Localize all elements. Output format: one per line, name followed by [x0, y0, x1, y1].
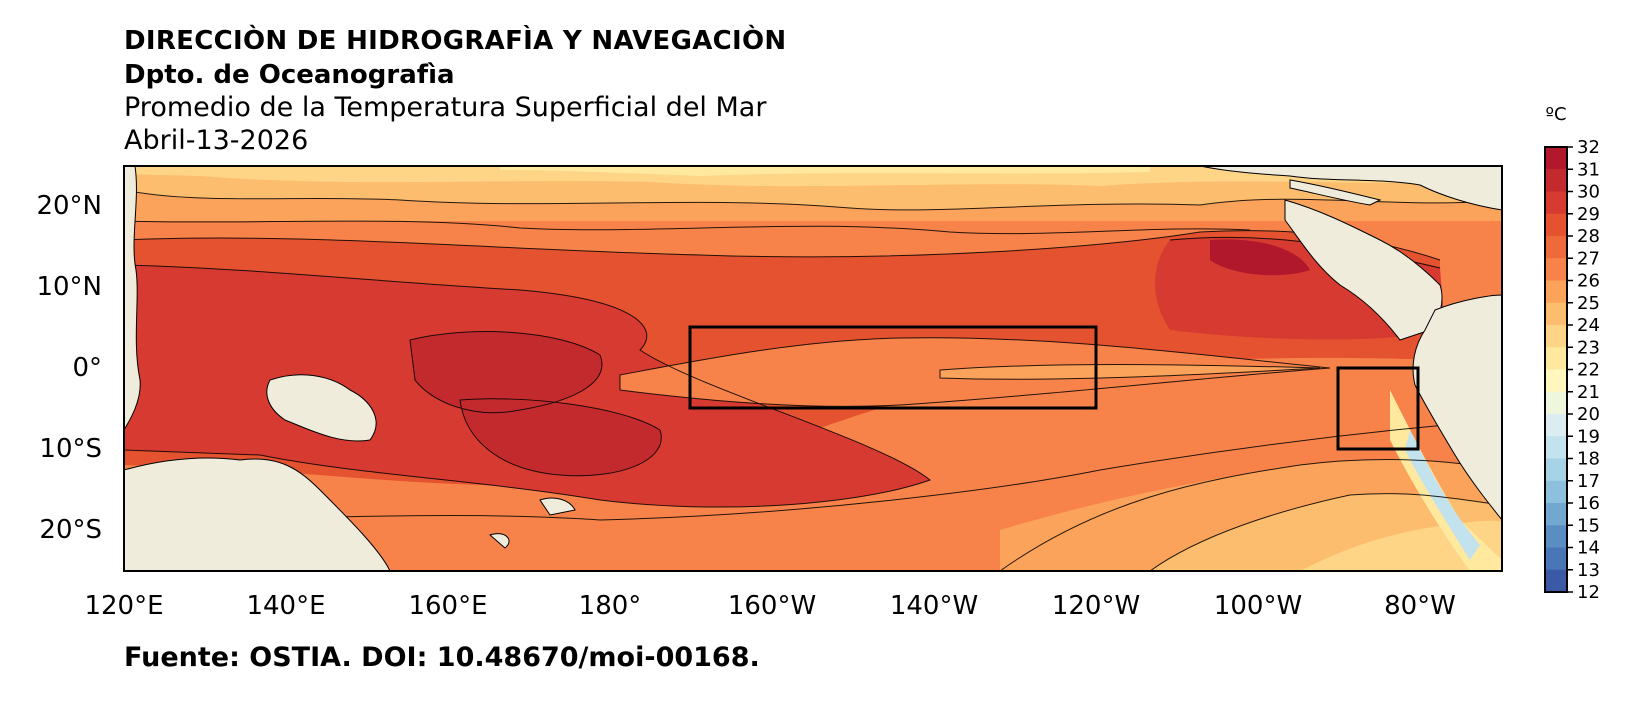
lon-label: 120°E — [84, 591, 163, 621]
title-date: Abril-13-2026 — [124, 125, 309, 156]
colorbar-tick-label: 14 — [1577, 538, 1600, 559]
north-america-land — [1199, 166, 1502, 211]
lon-label: 100°W — [1214, 591, 1302, 621]
colorbar-tick-label: 17 — [1577, 471, 1600, 492]
colorbar-tick-label: 12 — [1577, 582, 1600, 603]
colorbar-swatch — [1545, 503, 1567, 526]
data-source-note: Fuente: OSTIA. DOI: 10.48670/moi-00168. — [124, 642, 760, 673]
colorbar-unit: ºC — [1545, 104, 1566, 125]
lat-label: 20°N — [36, 191, 102, 221]
colorbar-tick-label: 18 — [1577, 449, 1600, 470]
lon-label: 140°W — [890, 591, 978, 621]
lat-label: 0° — [72, 353, 102, 383]
lon-label: 80°W — [1384, 591, 1456, 621]
lat-label: 20°S — [39, 515, 102, 545]
colorbar-tick-label: 26 — [1577, 271, 1600, 292]
colorbar-swatch — [1545, 547, 1567, 571]
colorbar-swatch — [1545, 347, 1567, 370]
colorbar-tick-label: 22 — [1577, 360, 1600, 381]
island-land — [489, 533, 510, 549]
colorbar-swatch — [1545, 280, 1567, 304]
colorbar-swatch — [1545, 302, 1567, 326]
colorbar-swatch — [1545, 169, 1567, 192]
colorbar-tick-label: 15 — [1577, 515, 1600, 536]
colorbar-swatch — [1545, 258, 1567, 281]
colorbar-tick-label: 25 — [1577, 293, 1600, 314]
colorbar-swatch — [1545, 147, 1567, 170]
colorbar-tick-label: 19 — [1577, 426, 1600, 447]
colorbar-tick-label: 31 — [1577, 159, 1600, 180]
lon-label: 160°E — [408, 591, 487, 621]
south-america-land — [1412, 294, 1502, 521]
colorbar-tick-label: 21 — [1577, 382, 1600, 403]
lon-label: 120°W — [1052, 591, 1140, 621]
lon-label: 140°E — [246, 591, 325, 621]
colorbar-tick-label: 16 — [1577, 493, 1600, 514]
colorbar-tick-label: 13 — [1577, 560, 1600, 581]
colorbar-swatch — [1545, 391, 1567, 415]
colorbar-tick-label: 20 — [1577, 404, 1600, 425]
colorbar-swatch — [1545, 458, 1567, 482]
latitude-labels: 20°N 10°N 0° 10°S 20°S — [36, 191, 102, 545]
title-product: Promedio de la Temperatura Superficial d… — [124, 92, 767, 123]
caribbean-islands — [1289, 179, 1382, 206]
lat-label: 10°S — [39, 434, 102, 464]
colorbar-swatch — [1545, 369, 1567, 393]
australia-land — [124, 457, 391, 571]
longitude-labels: 120°E 140°E 160°E 180° 160°W 140°W 120°W… — [84, 591, 1455, 621]
lon-label: 160°W — [728, 591, 816, 621]
map-frame — [123, 165, 1503, 572]
colorbar-swatch — [1545, 414, 1567, 437]
colorbar-swatch — [1545, 480, 1567, 504]
colorbar-tick-label: 30 — [1577, 182, 1600, 203]
island-land — [539, 497, 576, 516]
colorbar-swatch — [1545, 436, 1567, 459]
lon-label: 180° — [579, 591, 642, 621]
colorbar-tick-label: 27 — [1577, 248, 1600, 269]
colorbar-swatch — [1545, 525, 1567, 548]
new-guinea-land — [266, 374, 377, 442]
colorbar-swatch — [1545, 191, 1567, 215]
colorbar-swatch — [1545, 325, 1567, 348]
title-department: Dpto. de Oceanografìa — [124, 60, 455, 90]
nino34-box — [688, 325, 1098, 410]
colorbar-tick-label: 24 — [1577, 315, 1600, 336]
title-institution: DIRECCIÒN DE HIDROGRAFÌA Y NAVEGACIÒN — [124, 26, 787, 56]
colorbar-swatch — [1545, 569, 1567, 593]
colorbar-swatch — [1545, 236, 1567, 259]
colorbar-tick-label: 32 — [1577, 137, 1600, 158]
sst-field — [124, 166, 1502, 571]
colorbar: 3231302928272625242322212019181716151413… — [1544, 137, 1600, 603]
colorbar-tick-label: 29 — [1577, 204, 1600, 225]
nino12-box — [1336, 366, 1420, 451]
lat-label: 10°N — [36, 272, 102, 302]
colorbar-tick-label: 23 — [1577, 337, 1600, 358]
colorbar-tick-label: 28 — [1577, 226, 1600, 247]
asia-land — [124, 166, 141, 431]
colorbar-swatch — [1545, 213, 1567, 237]
